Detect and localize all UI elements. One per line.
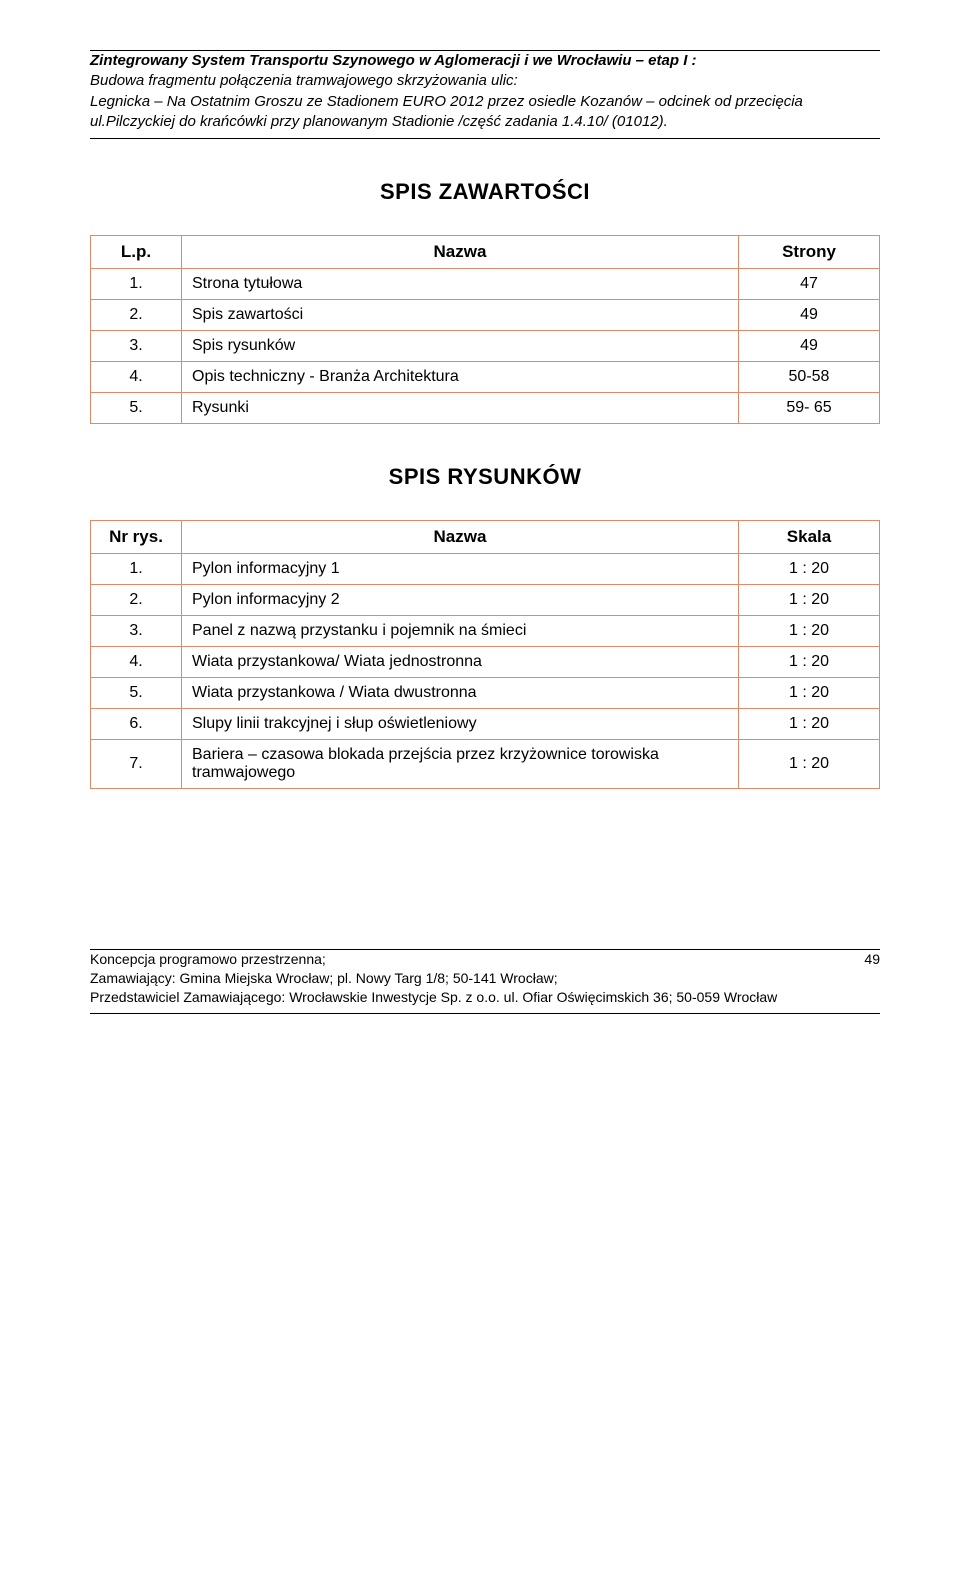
table-row: 1. Strona tytułowa 47 (91, 269, 880, 300)
cell-name: Slupy linii trakcyjnej i słup oświetleni… (182, 709, 739, 740)
cell-num: 1. (91, 269, 182, 300)
col-name: Nazwa (182, 236, 739, 269)
cell-name: Strona tytułowa (182, 269, 739, 300)
cell-page: 49 (739, 300, 880, 331)
cell-scale: 1 : 20 (739, 585, 880, 616)
header-line-3: Legnicka – Na Ostatnim Groszu ze Stadion… (90, 92, 880, 133)
cell-scale: 1 : 20 (739, 616, 880, 647)
cell-page: 59- 65 (739, 393, 880, 424)
cell-name: Wiata przystankowa / Wiata dwustronna (182, 678, 739, 709)
table-row: 1. Pylon informacyjny 1 1 : 20 (91, 554, 880, 585)
cell-name: Panel z nazwą przystanku i pojemnik na ś… (182, 616, 739, 647)
footer-line-1: Koncepcja programowo przestrzenna; (90, 950, 880, 969)
cell-name: Rysunki (182, 393, 739, 424)
cell-scale: 1 : 20 (739, 740, 880, 789)
col-nr: Nr rys. (91, 521, 182, 554)
cell-name: Pylon informacyjny 2 (182, 585, 739, 616)
cell-num: 1. (91, 554, 182, 585)
footer-line-3: Przedstawiciel Zamawiającego: Wrocławski… (90, 988, 880, 1007)
section-title-drawings: SPIS RYSUNKÓW (90, 464, 880, 490)
table-row: 2. Pylon informacyjny 2 1 : 20 (91, 585, 880, 616)
cell-num: 2. (91, 585, 182, 616)
table-header-row: L.p. Nazwa Strony (91, 236, 880, 269)
col-pages: Strony (739, 236, 880, 269)
table-row: 4. Opis techniczny - Branża Architektura… (91, 362, 880, 393)
cell-scale: 1 : 20 (739, 647, 880, 678)
table-row: 7. Bariera – czasowa blokada przejścia p… (91, 740, 880, 789)
cell-page: 50-58 (739, 362, 880, 393)
table-row: 3. Spis rysunków 49 (91, 331, 880, 362)
table-row: 6. Slupy linii trakcyjnej i słup oświetl… (91, 709, 880, 740)
cell-scale: 1 : 20 (739, 678, 880, 709)
drawings-table: Nr rys. Nazwa Skala 1. Pylon informacyjn… (90, 520, 880, 789)
cell-num: 5. (91, 678, 182, 709)
header-bottom-rule (90, 138, 880, 139)
col-name: Nazwa (182, 521, 739, 554)
table-row: 2. Spis zawartości 49 (91, 300, 880, 331)
cell-name: Bariera – czasowa blokada przejścia prze… (182, 740, 739, 789)
table-row: 5. Rysunki 59- 65 (91, 393, 880, 424)
cell-num: 4. (91, 362, 182, 393)
table-row: 4. Wiata przystankowa/ Wiata jednostronn… (91, 647, 880, 678)
cell-page: 49 (739, 331, 880, 362)
col-lp: L.p. (91, 236, 182, 269)
footer-bottom-rule (90, 1013, 880, 1014)
cell-num: 3. (91, 616, 182, 647)
footer: 49 Koncepcja programowo przestrzenna; Za… (90, 949, 880, 1014)
cell-num: 3. (91, 331, 182, 362)
document-header: Zintegrowany System Transportu Szynowego… (90, 51, 880, 132)
header-line-2: Budowa fragmentu połączenia tramwajowego… (90, 71, 880, 91)
cell-num: 2. (91, 300, 182, 331)
table-row: 3. Panel z nazwą przystanku i pojemnik n… (91, 616, 880, 647)
cell-name: Pylon informacyjny 1 (182, 554, 739, 585)
page-number: 49 (864, 950, 880, 969)
cell-scale: 1 : 20 (739, 709, 880, 740)
section-title-contents: SPIS ZAWARTOŚCI (90, 179, 880, 205)
contents-table: L.p. Nazwa Strony 1. Strona tytułowa 47 … (90, 235, 880, 424)
cell-num: 5. (91, 393, 182, 424)
table-row: 5. Wiata przystankowa / Wiata dwustronna… (91, 678, 880, 709)
cell-num: 4. (91, 647, 182, 678)
cell-name: Wiata przystankowa/ Wiata jednostronna (182, 647, 739, 678)
header-line-1: Zintegrowany System Transportu Szynowego… (90, 51, 880, 71)
cell-name: Opis techniczny - Branża Architektura (182, 362, 739, 393)
table-header-row: Nr rys. Nazwa Skala (91, 521, 880, 554)
cell-page: 47 (739, 269, 880, 300)
col-scale: Skala (739, 521, 880, 554)
cell-scale: 1 : 20 (739, 554, 880, 585)
cell-num: 6. (91, 709, 182, 740)
cell-name: Spis rysunków (182, 331, 739, 362)
cell-num: 7. (91, 740, 182, 789)
footer-line-2: Zamawiający: Gmina Miejska Wrocław; pl. … (90, 969, 880, 988)
cell-name: Spis zawartości (182, 300, 739, 331)
